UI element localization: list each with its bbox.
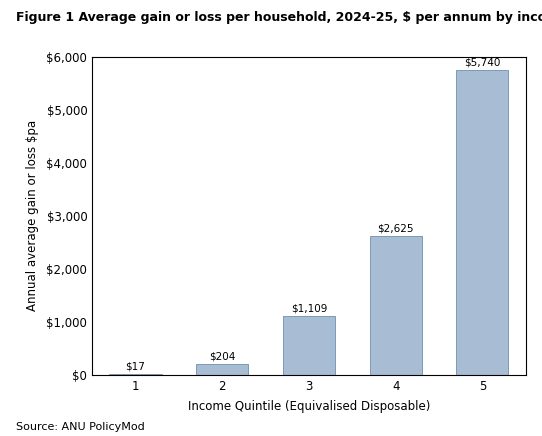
Text: Source: ANU PolicyMod: Source: ANU PolicyMod (16, 422, 145, 432)
Bar (283, 316, 335, 375)
Text: Figure 1 Average gain or loss per household, 2024-25, $ per annum by income quin: Figure 1 Average gain or loss per househ… (16, 11, 542, 24)
Bar (456, 71, 508, 375)
Text: $5,740: $5,740 (464, 58, 501, 68)
X-axis label: Income Quintile (Equivalised Disposable): Income Quintile (Equivalised Disposable) (188, 400, 430, 413)
Bar (196, 364, 248, 375)
Y-axis label: Annual average gain or loss $pa: Annual average gain or loss $pa (27, 120, 40, 311)
Text: $2,625: $2,625 (377, 223, 414, 233)
Text: $204: $204 (209, 351, 235, 361)
Bar (109, 374, 162, 375)
Text: $1,109: $1,109 (291, 303, 327, 313)
Bar (370, 236, 422, 375)
Text: $17: $17 (126, 361, 145, 371)
